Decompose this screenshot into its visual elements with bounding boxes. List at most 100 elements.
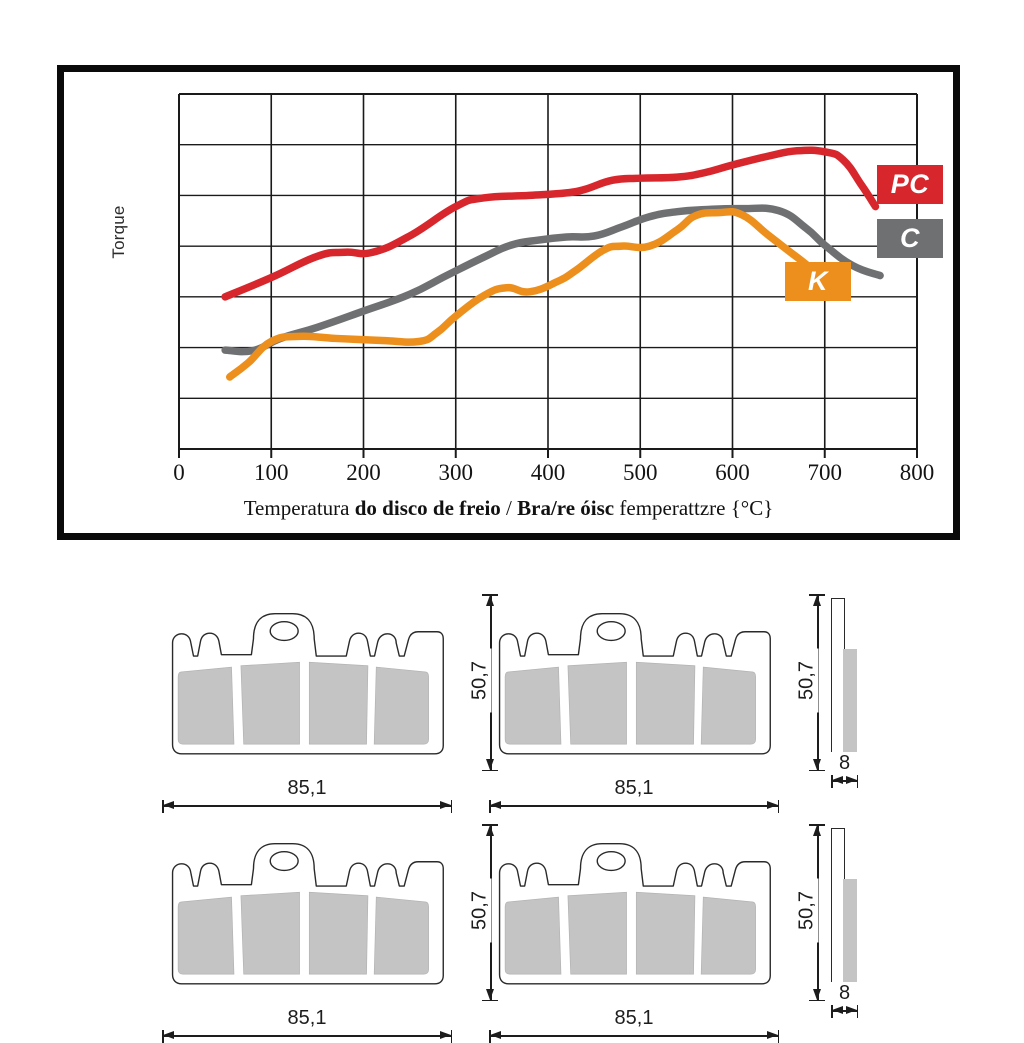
- x-axis-title-plain1: Temperatura: [243, 496, 355, 520]
- pad-top-right: 85,1 50,7: [487, 592, 847, 813]
- friction-block-2: [240, 661, 300, 745]
- pad-bottom-left-width-dimension: 85,1: [162, 1007, 452, 1043]
- side-view-thickness-0-dimension-tick-right: [856, 772, 858, 788]
- pad-top-right-width-dimension-tick-left: [489, 797, 491, 813]
- brake-pad-shape: [171, 613, 444, 755]
- pad-bottom-right-width-dimension-arrow-left: [490, 1031, 501, 1039]
- side-view-friction-material: [843, 649, 857, 759]
- pad-top-right-height-dimension-tick-top: [809, 594, 825, 596]
- friction-block-3: [308, 891, 369, 975]
- legend-chip-pc: PC: [877, 165, 943, 204]
- pad-top-right-height-dimension-arrow-top: [813, 595, 821, 606]
- friction-block-4: [700, 896, 756, 975]
- pad-bottom-right-width-dimension: 85,1: [489, 1007, 779, 1043]
- x-axis-title-plain2: /: [500, 496, 518, 520]
- pad-top-left-width-dimension-tick-left: [162, 797, 164, 813]
- side-view-thickness-1-dimension-tick-left: [831, 1002, 833, 1018]
- friction-block-2: [240, 891, 300, 975]
- pad-bottom-left-height-dimension: 50,7: [464, 824, 500, 1001]
- legend-chip-k: K: [785, 262, 851, 301]
- pad-bottom-right-width-dimension-label: 85,1: [489, 1007, 779, 1030]
- pad-bottom-left-width-dimension-arrow-left: [163, 1031, 174, 1039]
- x-tick-label-600: 600: [715, 460, 750, 485]
- side-view-thickness-1-dimension-label: 8: [831, 982, 858, 1005]
- pad-top-left-width-dimension: 85,1: [162, 777, 452, 813]
- pad-pin-hole: [269, 850, 299, 872]
- pad-bottom-right-height-dimension-tick-top: [809, 824, 825, 826]
- pad-bottom-right-width-dimension-arrow-right: [767, 1031, 778, 1039]
- pad-bottom-left-width-dimension-line: [162, 1035, 452, 1037]
- side-view-thickness-0-dimension-arrow-right: [846, 776, 857, 784]
- chart-series-lines: [221, 146, 884, 381]
- side-view-thickness-0-dimension-line: [831, 780, 858, 782]
- friction-block-3: [635, 661, 696, 745]
- pad-bottom-right-height-dimension-arrow-bottom: [813, 989, 821, 1000]
- pad-bottom-right-height-dimension-label: 50,7: [795, 878, 819, 942]
- side-view-thickness-0-dimension: 8: [831, 752, 858, 788]
- friction-block-2: [567, 661, 627, 745]
- x-axis-tick-labels: 0 100 200 300 400 500 600 700 800: [64, 460, 953, 490]
- pad-top-left-width-dimension-arrow-left: [163, 801, 174, 809]
- x-tick-label-500: 500: [623, 460, 658, 485]
- pad-bottom-right-height-dimension-arrow-top: [813, 825, 821, 836]
- x-tick-label-100: 100: [254, 460, 289, 485]
- x-axis-title-bold2: Bra/re óisc: [517, 496, 615, 520]
- pad-bottom-left-height-dimension-tick-bottom: [482, 999, 498, 1001]
- pad-bottom-left-height-dimension-tick-top: [482, 824, 498, 826]
- side-view-friction-material: [843, 879, 857, 989]
- pad-bottom-right: 85,1 50,7: [487, 822, 847, 1043]
- side-view-top: 8: [823, 592, 879, 788]
- pad-top-left: 85,1 50,7: [160, 592, 520, 813]
- pad-bottom-right-height-dimension-tick-bottom: [809, 999, 825, 1001]
- friction-block-4: [373, 666, 429, 745]
- pad-top-right-height-dimension-label: 50,7: [795, 648, 819, 712]
- pad-top-right-width-dimension: 85,1: [489, 777, 779, 813]
- side-view-thickness-0-dimension-tick-left: [831, 772, 833, 788]
- torque-line-chart: [178, 93, 918, 458]
- pad-bottom-right-height-dimension: 50,7: [791, 824, 827, 1001]
- x-tick-label-400: 400: [530, 460, 566, 485]
- pad-bottom-left-height-dimension-arrow-top: [486, 825, 494, 836]
- x-tick-label-300: 300: [438, 460, 474, 485]
- x-tick-label-0: 0: [173, 460, 185, 485]
- side-view-thickness-1-dimension-arrow-left: [832, 1006, 843, 1014]
- pad-top-left-width-dimension-arrow-right: [440, 801, 451, 809]
- side-view-thickness-1-dimension-arrow-right: [846, 1006, 857, 1014]
- side-view-bottom: 8: [823, 822, 879, 1018]
- pad-pin-hole: [596, 850, 626, 872]
- pad-top-right-height-dimension-tick-bottom: [809, 769, 825, 771]
- side-view-thickness-0-dimension-arrow-left: [832, 776, 843, 784]
- x-axis-title-plain3: femperattzre {°C}: [614, 496, 774, 520]
- series-line-c: [221, 204, 884, 356]
- pad-top-left-height-dimension-arrow-bottom: [486, 759, 494, 770]
- pad-pin-hole: [269, 620, 299, 642]
- pad-top-left-width-dimension-tick-right: [450, 797, 452, 813]
- pad-bottom-right-width-dimension-line: [489, 1035, 779, 1037]
- pad-bottom-left: 85,1 50,7: [160, 822, 520, 1043]
- pad-top-right-height-dimension: 50,7: [791, 594, 827, 771]
- x-tick-label-800: 800: [899, 460, 935, 485]
- friction-block-4: [700, 666, 756, 745]
- friction-block-2: [567, 891, 627, 975]
- x-tick-label-700: 700: [807, 460, 843, 485]
- pad-top-left-height-dimension-arrow-top: [486, 595, 494, 606]
- friction-block-3: [308, 661, 369, 745]
- legend-chip-c: C: [877, 219, 943, 258]
- pad-bottom-left-width-dimension-arrow-right: [440, 1031, 451, 1039]
- torque-chart-panel: Torque 0 100 200 300 400 500 600 700 800 Tempera…: [57, 65, 960, 540]
- series-line-k: [225, 207, 847, 381]
- x-axis-title: Temperatura do disco de freio / Bra/re ó…: [64, 496, 953, 521]
- brake-pad-shape: [498, 613, 771, 755]
- pad-top-right-width-dimension-line: [489, 805, 779, 807]
- friction-block-1: [504, 666, 562, 745]
- y-axis-title: Torque: [109, 205, 128, 259]
- pad-pin-hole: [596, 620, 626, 642]
- side-view-thickness-0-dimension-label: 8: [831, 752, 858, 775]
- pad-bottom-left-height-dimension-arrow-bottom: [486, 989, 494, 1000]
- series-line-pc: [221, 146, 880, 301]
- pad-top-right-width-dimension-tick-right: [777, 797, 779, 813]
- friction-block-1: [177, 666, 235, 745]
- pad-top-left-width-dimension-line: [162, 805, 452, 807]
- pad-top-left-height-dimension: 50,7: [464, 594, 500, 771]
- pad-top-left-height-dimension-tick-top: [482, 594, 498, 596]
